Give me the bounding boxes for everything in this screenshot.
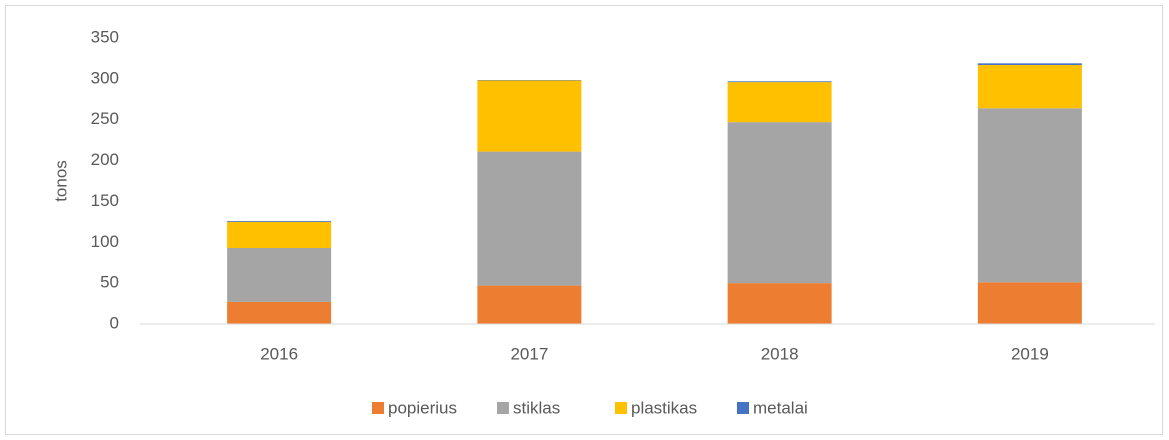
bar-segment [477, 80, 582, 152]
bar-segment [727, 283, 832, 324]
chart-frame [5, 5, 1163, 435]
legend-swatch [615, 402, 627, 414]
bar-segment [727, 122, 832, 284]
bar-segment [477, 285, 582, 324]
x-tick-label: 2017 [510, 344, 548, 363]
bar-segment [977, 282, 1082, 324]
legend-label: stiklas [513, 398, 560, 417]
y-tick-label: 50 [100, 273, 119, 292]
y-tick-label: 300 [91, 68, 119, 87]
y-tick-label: 250 [91, 109, 119, 128]
bar-segment [727, 81, 832, 83]
bar-segment [227, 301, 332, 324]
legend-label: plastikas [631, 398, 697, 417]
bar-segment [227, 221, 332, 249]
legend-label: metalai [753, 398, 808, 417]
legend-swatch [497, 402, 509, 414]
legend-swatch [372, 402, 384, 414]
y-axis-label: tonos [51, 160, 70, 202]
bar-segment [227, 221, 332, 222]
x-tick-label: 2018 [761, 344, 799, 363]
bar-segment [977, 63, 1082, 65]
bar-segment [727, 82, 832, 123]
x-tick-label: 2019 [1011, 344, 1049, 363]
y-tick-label: 200 [91, 150, 119, 169]
legend-label: popierius [388, 398, 457, 417]
y-tick-label: 150 [91, 191, 119, 210]
y-tick-label: 350 [91, 27, 119, 46]
x-tick-label: 2016 [260, 344, 298, 363]
legend-swatch [737, 402, 749, 414]
y-tick-label: 100 [91, 232, 119, 251]
bar-segment [477, 151, 582, 286]
bar-segment [227, 248, 332, 302]
bar-segment [977, 108, 1082, 283]
y-tick-label: 0 [110, 313, 119, 332]
bar-segment [977, 64, 1082, 109]
